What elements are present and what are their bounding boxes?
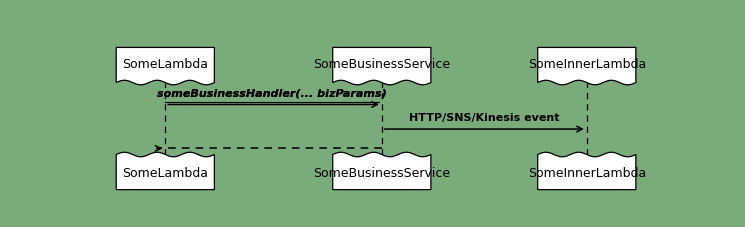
Polygon shape [538, 48, 635, 85]
Polygon shape [116, 48, 215, 85]
Polygon shape [333, 48, 431, 85]
Text: SomeLambda: SomeLambda [122, 167, 209, 180]
Text: someBusinessHandler(... bizParams): someBusinessHandler(... bizParams) [157, 88, 387, 98]
Polygon shape [538, 153, 635, 190]
Text: SomeBusinessService: SomeBusinessService [313, 57, 451, 70]
Text: SomeInnerLambda: SomeInnerLambda [527, 167, 646, 180]
Text: SomeBusinessService: SomeBusinessService [313, 167, 451, 180]
Text: SomeLambda: SomeLambda [122, 57, 209, 70]
Text: HTTP/SNS/Kinesis event: HTTP/SNS/Kinesis event [409, 113, 559, 123]
Polygon shape [333, 153, 431, 190]
Text: SomeInnerLambda: SomeInnerLambda [527, 57, 646, 70]
Text: someBusinessHandler(... bizParams): someBusinessHandler(... bizParams) [157, 88, 387, 98]
Polygon shape [116, 153, 215, 190]
